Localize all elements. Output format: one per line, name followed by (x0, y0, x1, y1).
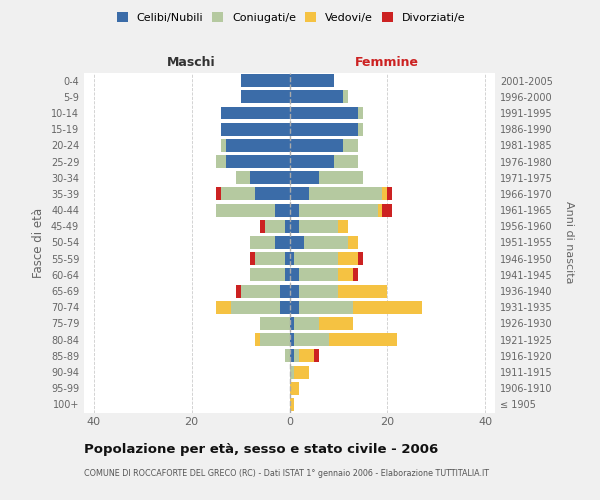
Bar (216, 155, 226, 168)
Bar (216, 204, 275, 216)
Bar (231, 301, 280, 314)
Bar (290, 398, 295, 411)
Bar (265, 220, 284, 233)
Bar (358, 252, 363, 265)
Bar (358, 106, 363, 120)
Bar (290, 317, 295, 330)
Bar (255, 333, 260, 346)
Bar (221, 139, 226, 152)
Bar (241, 74, 290, 87)
Bar (295, 317, 319, 330)
Bar (343, 90, 348, 104)
Bar (290, 188, 309, 200)
Bar (319, 317, 353, 330)
Bar (290, 106, 358, 120)
Bar (290, 155, 334, 168)
Bar (284, 220, 290, 233)
Bar (290, 122, 358, 136)
Bar (280, 301, 290, 314)
Bar (290, 350, 295, 362)
Bar (304, 236, 348, 249)
Bar (290, 236, 304, 249)
Bar (388, 188, 392, 200)
Bar (334, 155, 358, 168)
Bar (290, 220, 299, 233)
Bar (290, 366, 295, 378)
Bar (299, 220, 338, 233)
Bar (309, 188, 382, 200)
Bar (338, 284, 388, 298)
Bar (221, 122, 290, 136)
Bar (353, 301, 422, 314)
Bar (290, 139, 343, 152)
Bar (241, 90, 290, 104)
Bar (319, 172, 363, 184)
Bar (280, 284, 290, 298)
Text: Popolazione per età, sesso e stato civile - 2006: Popolazione per età, sesso e stato civil… (84, 442, 438, 456)
Bar (221, 188, 255, 200)
Bar (299, 268, 338, 281)
Bar (338, 268, 353, 281)
Bar (299, 301, 353, 314)
Bar (329, 333, 397, 346)
Bar (299, 350, 314, 362)
Bar (290, 252, 295, 265)
Text: Femmine: Femmine (355, 56, 419, 70)
Bar (250, 252, 255, 265)
Bar (250, 268, 284, 281)
Bar (275, 204, 290, 216)
Bar (284, 350, 290, 362)
Bar (236, 284, 241, 298)
Bar (290, 204, 299, 216)
Bar (382, 204, 392, 216)
Bar (226, 155, 290, 168)
Bar (299, 204, 377, 216)
Bar (338, 220, 348, 233)
Bar (295, 366, 309, 378)
Bar (290, 301, 299, 314)
Bar (290, 284, 299, 298)
Bar (295, 252, 338, 265)
Bar (338, 252, 358, 265)
Text: Maschi: Maschi (167, 56, 216, 70)
Bar (343, 139, 358, 152)
Bar (290, 333, 295, 346)
Bar (260, 220, 265, 233)
Bar (255, 252, 284, 265)
Bar (353, 268, 358, 281)
Bar (275, 236, 290, 249)
Bar (295, 333, 329, 346)
Bar (284, 252, 290, 265)
Bar (348, 236, 358, 249)
Text: COMUNE DI ROCCAFORTE DEL GRECO (RC) - Dati ISTAT 1° gennaio 2006 - Elaborazione : COMUNE DI ROCCAFORTE DEL GRECO (RC) - Da… (84, 469, 489, 478)
Bar (290, 382, 299, 394)
Bar (255, 188, 290, 200)
Y-axis label: Fasce di età: Fasce di età (32, 208, 45, 278)
Bar (295, 350, 299, 362)
Bar (216, 301, 231, 314)
Bar (216, 188, 221, 200)
Bar (290, 268, 299, 281)
Bar (250, 236, 275, 249)
Bar (241, 284, 280, 298)
Legend: Celibi/Nubili, Coniugati/e, Vedovi/e, Divorziati/e: Celibi/Nubili, Coniugati/e, Vedovi/e, Di… (112, 8, 470, 28)
Bar (226, 139, 290, 152)
Bar (236, 172, 250, 184)
Bar (358, 122, 363, 136)
Bar (250, 172, 290, 184)
Bar (314, 350, 319, 362)
Bar (377, 204, 382, 216)
Bar (221, 106, 290, 120)
Bar (299, 284, 338, 298)
Bar (260, 317, 290, 330)
Bar (382, 188, 388, 200)
Bar (260, 333, 290, 346)
Bar (290, 90, 343, 104)
Bar (290, 74, 334, 87)
Bar (284, 268, 290, 281)
Y-axis label: Anni di nascita: Anni di nascita (563, 201, 574, 283)
Bar (290, 172, 319, 184)
